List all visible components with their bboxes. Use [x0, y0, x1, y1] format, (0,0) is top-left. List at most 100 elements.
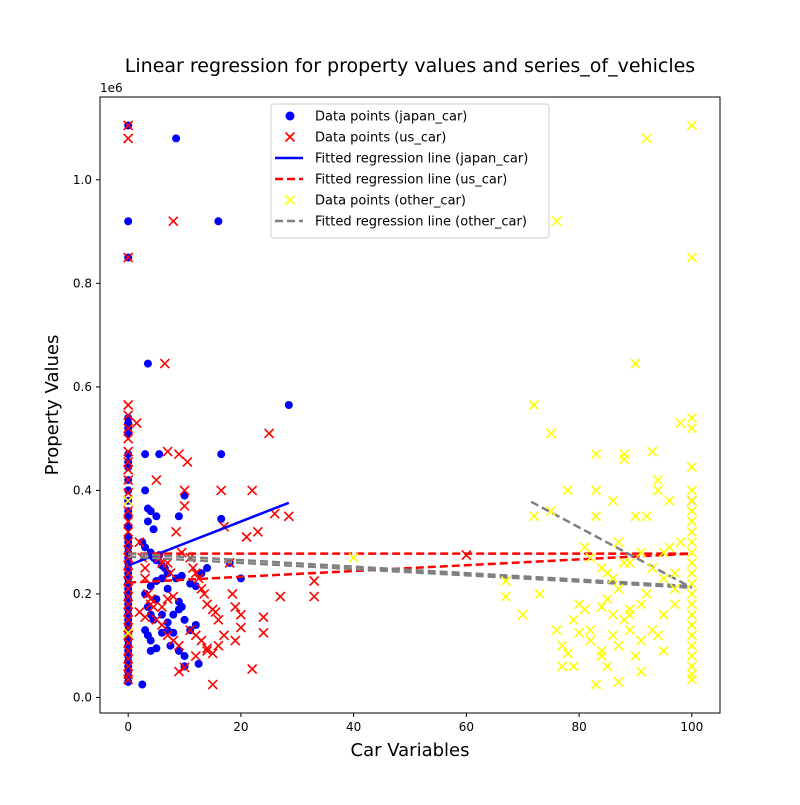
data-point-us-car-stroke-b	[187, 562, 199, 574]
data-point-other-car	[630, 511, 641, 522]
data-point-us-car	[196, 583, 207, 594]
data-point-other-car	[686, 120, 697, 131]
data-point-other-car-stroke-b	[686, 462, 697, 473]
data-point-us-car-stroke-b	[123, 433, 134, 444]
data-point-us-car-stroke-b	[140, 562, 151, 574]
data-point-us-car-stroke-b	[241, 531, 252, 543]
data-point-us-car	[168, 216, 179, 227]
data-point-other-car-stroke-b	[652, 630, 664, 641]
data-point-us-car-stroke-b	[210, 606, 221, 618]
data-point-other-car	[641, 511, 652, 522]
data-point-other-car	[686, 640, 697, 651]
data-point-japan-car	[141, 450, 150, 459]
data-point-other-car-stroke-b	[585, 552, 596, 563]
data-point-other-car	[686, 537, 697, 548]
data-point-other-car-stroke-b	[568, 661, 579, 672]
data-point-other-car-stroke-b	[658, 573, 669, 584]
data-point-other-car	[568, 661, 579, 672]
data-point-us-car-stroke-b	[207, 648, 218, 659]
data-point-other-car	[636, 547, 647, 558]
data-point-us-car	[275, 591, 286, 602]
data-point-japan-car	[197, 569, 206, 578]
data-point-other-car-stroke-b	[619, 454, 630, 465]
data-point-other-car-stroke-b	[647, 446, 658, 457]
x-tick-label: 40	[346, 720, 361, 734]
data-point-us-car	[309, 591, 320, 602]
data-point-us-car	[151, 614, 162, 625]
data-point-other-car-stroke-b	[568, 614, 579, 625]
series-other-car-points	[123, 120, 697, 690]
data-point-us-car	[173, 666, 184, 677]
data-point-other-car	[630, 358, 641, 369]
data-point-japan-car	[138, 680, 147, 689]
data-point-other-car-stroke-b	[602, 568, 613, 579]
data-point-us-car-stroke-b	[202, 643, 213, 654]
data-point-us-car-stroke-b	[230, 601, 241, 612]
data-point-other-car-stroke-b	[636, 635, 647, 646]
legend-marker-circle	[285, 111, 295, 121]
data-point-us-car-stroke-b	[309, 591, 320, 602]
data-point-us-car	[123, 516, 134, 527]
data-point-japan-car	[169, 610, 178, 619]
data-point-japan-car	[124, 463, 133, 472]
data-point-other-car-stroke-b	[686, 412, 697, 424]
data-point-us-car	[123, 645, 134, 656]
data-point-us-car	[140, 612, 151, 623]
data-point-other-car	[545, 506, 556, 517]
data-point-us-car	[264, 428, 275, 439]
data-point-us-car	[252, 526, 263, 537]
data-point-us-car-stroke-b	[247, 485, 258, 496]
data-point-other-car-stroke-b	[658, 609, 669, 620]
data-point-us-car-stroke-b	[123, 410, 134, 421]
y-tick-label: 1.0	[73, 173, 92, 187]
data-point-us-car	[235, 609, 246, 620]
data-point-japan-car	[174, 646, 183, 655]
data-point-us-car	[309, 575, 320, 587]
data-point-us-car	[123, 423, 134, 434]
data-point-us-car-stroke-b	[123, 645, 134, 656]
data-point-other-car	[528, 511, 540, 522]
data-point-other-car	[557, 640, 568, 651]
data-point-other-car	[624, 557, 635, 568]
data-point-other-car	[562, 648, 573, 659]
data-point-us-car-stroke-b	[131, 418, 142, 429]
data-point-us-car-stroke-b	[165, 568, 176, 579]
data-point-other-car-stroke-b	[613, 676, 624, 688]
data-point-us-car	[193, 573, 204, 584]
data-point-other-car	[686, 619, 697, 631]
data-point-other-car	[686, 650, 697, 662]
data-point-japan-car	[174, 605, 183, 614]
data-point-other-car-stroke-b	[602, 661, 613, 672]
data-point-us-car-stroke-b	[275, 591, 286, 602]
data-point-us-car-stroke-b	[258, 627, 269, 638]
data-point-japan-car	[124, 522, 133, 531]
data-point-other-car-stroke-b	[613, 640, 624, 651]
data-point-us-car	[123, 568, 134, 579]
data-point-other-car	[619, 454, 630, 465]
data-point-us-car	[123, 526, 134, 537]
data-point-us-car-stroke-b	[196, 583, 207, 594]
data-point-us-car-stroke-b	[227, 588, 238, 600]
data-point-other-car	[585, 635, 596, 646]
data-point-us-car	[123, 133, 134, 144]
data-point-other-car-stroke-b	[596, 562, 607, 574]
data-point-us-car-stroke-b	[140, 612, 151, 623]
data-point-other-car-stroke-b	[652, 474, 664, 486]
data-point-other-car	[596, 562, 607, 574]
data-point-other-car-stroke-b	[664, 495, 675, 506]
data-point-us-car-stroke-b	[258, 612, 269, 623]
data-point-other-car-stroke-b	[686, 609, 697, 620]
data-point-other-car-stroke-b	[551, 625, 562, 636]
data-point-other-car-stroke-b	[686, 516, 697, 527]
data-point-other-car-stroke-b	[596, 650, 607, 662]
data-point-us-car	[230, 601, 241, 612]
data-point-japan-car	[174, 512, 183, 521]
data-point-us-car-stroke-b	[151, 614, 162, 625]
data-point-us-car-stroke-b	[123, 526, 134, 537]
legend-marker-x	[284, 131, 296, 143]
data-point-japan-car	[217, 514, 226, 523]
data-point-other-car	[658, 609, 669, 620]
data-point-us-car	[247, 485, 258, 496]
data-point-us-car	[199, 588, 210, 600]
data-point-us-car	[123, 456, 134, 468]
